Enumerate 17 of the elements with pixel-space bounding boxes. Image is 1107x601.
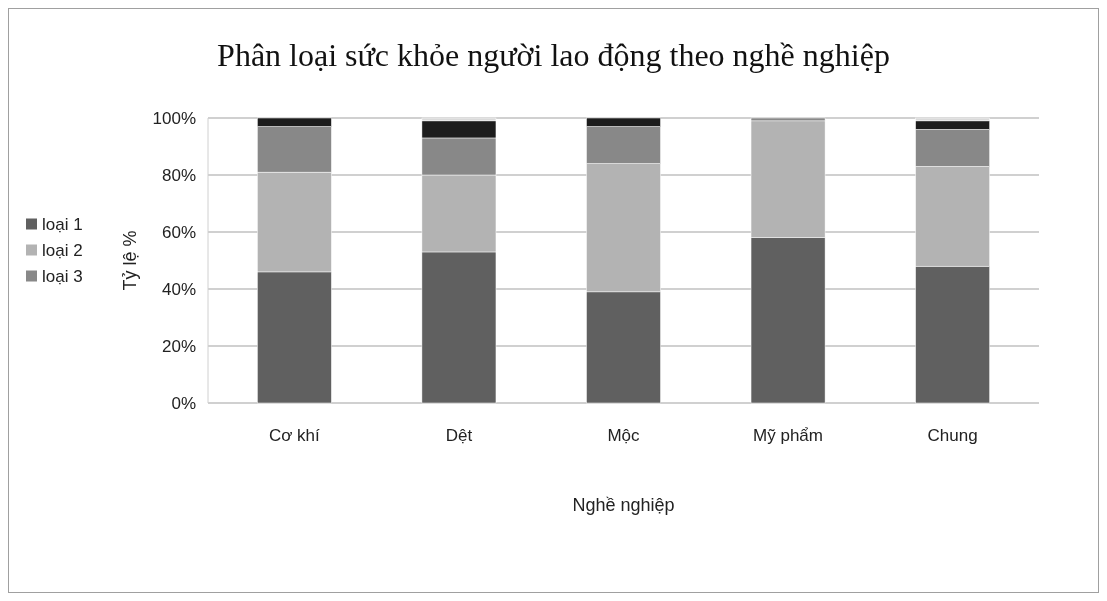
x-axis-title: Nghề nghiệp bbox=[572, 495, 675, 515]
y-axis-title: Tỷ lệ % bbox=[120, 230, 140, 291]
y-tick-label: 100% bbox=[152, 108, 196, 128]
y-tick-label: 20% bbox=[161, 336, 196, 356]
legend-label: loại 2 bbox=[42, 240, 83, 260]
legend-label: loại 1 bbox=[42, 214, 83, 234]
y-tick-label: 80% bbox=[161, 165, 196, 185]
x-tick-label: Cơ khí bbox=[268, 426, 321, 445]
x-tick-label: Dệt bbox=[445, 426, 473, 445]
y-tick-label: 40% bbox=[161, 279, 196, 299]
x-tick-label: Chung bbox=[927, 426, 978, 445]
y-tick-label: 60% bbox=[161, 222, 196, 242]
x-tick-label: Mộc bbox=[607, 426, 641, 445]
chart-title: Phân loại sức khỏe người lao động theo nghề nghiệp bbox=[217, 37, 890, 73]
y-tick-label: 0% bbox=[171, 393, 196, 413]
x-tick-label: Mỹ phẩm bbox=[753, 426, 824, 445]
legend-label: loại 3 bbox=[42, 266, 83, 286]
